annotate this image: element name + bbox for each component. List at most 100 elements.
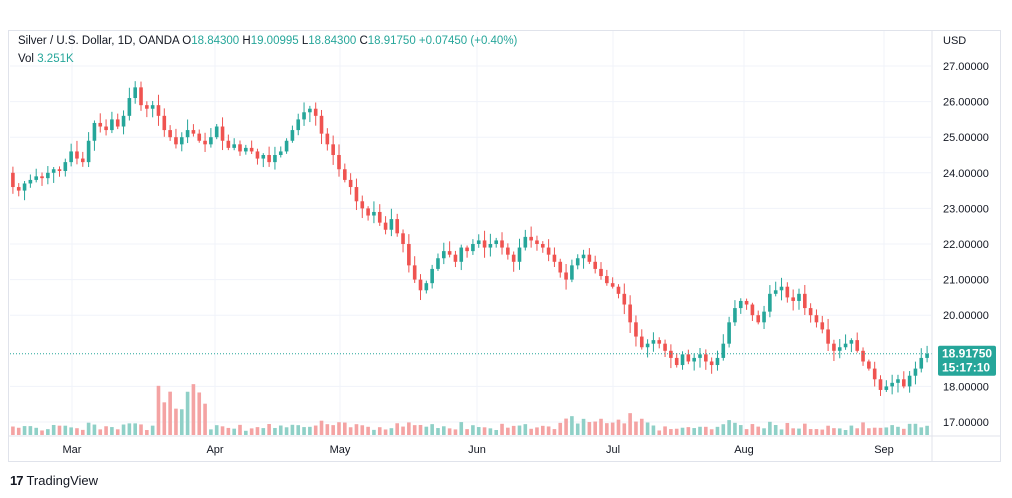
candle-body: [436, 258, 440, 269]
candle-body: [174, 137, 178, 145]
volume-bar: [284, 427, 289, 435]
candle-body: [360, 201, 365, 209]
candle-body: [407, 244, 411, 266]
volume-bar: [814, 429, 819, 435]
candle-body: [517, 247, 522, 262]
candle-body: [692, 357, 696, 362]
volume-bar: [401, 426, 405, 435]
candle-body: [273, 155, 277, 163]
volume-bar: [465, 429, 469, 435]
candle-body: [372, 211, 376, 216]
time-axis[interactable]: Mar Apr May Jun Jul Aug Sep: [63, 444, 894, 456]
volume-bar: [704, 426, 708, 435]
candle-body: [820, 322, 825, 330]
volume-bar: [278, 425, 283, 435]
volume-bar: [22, 426, 27, 435]
ohlc-legend[interactable]: Silver / U.S. Dollar, 1D, OANDA O18.8430…: [18, 35, 517, 47]
volume-bar: [69, 427, 73, 435]
candle-body: [296, 119, 301, 131]
close-value: 18.91750: [367, 35, 416, 47]
volume-bar: [156, 385, 161, 435]
volume-bar: [925, 425, 929, 435]
candle-body: [552, 254, 557, 262]
candle-body: [465, 247, 469, 252]
volume-bar: [843, 429, 848, 435]
volume-bar: [570, 416, 574, 435]
volume-bar: [273, 427, 277, 435]
candle-body: [797, 293, 801, 301]
candle-body: [599, 268, 603, 277]
tradingview-logo[interactable]: 17 TradingView: [10, 473, 98, 488]
price-tick-label: 20.00000: [943, 310, 989, 322]
time-tick-label: Apr: [206, 444, 223, 456]
price-candles: [11, 81, 929, 396]
volume-bar: [191, 384, 196, 435]
symbol-title: Silver / U.S. Dollar, 1D, OANDA: [18, 35, 180, 47]
candle-body: [925, 353, 929, 358]
candle-body: [57, 169, 62, 172]
volume-bar: [261, 428, 266, 435]
volume-bar: [663, 426, 667, 435]
candle-body: [709, 361, 714, 366]
volume-bar: [430, 424, 434, 435]
candle-body: [639, 336, 644, 348]
candle-body: [238, 144, 242, 152]
candle-body: [651, 340, 656, 344]
candle-body: [715, 357, 720, 366]
candle-body: [51, 169, 56, 173]
volume-bar: [197, 392, 202, 435]
candle-body: [896, 379, 900, 383]
candle-body: [179, 137, 184, 145]
candle-body: [587, 254, 592, 262]
volume-bar: [698, 426, 702, 435]
candle-body: [564, 272, 568, 280]
volume-legend[interactable]: Vol 3.251K: [18, 53, 74, 65]
candle-body: [383, 222, 388, 230]
candle-body: [546, 247, 551, 255]
candle-body: [610, 283, 615, 287]
candle-body: [843, 343, 848, 348]
brand-name: TradingView: [26, 473, 99, 488]
candle-body: [302, 112, 306, 120]
candle-body: [529, 236, 533, 241]
volume-bar: [721, 424, 726, 435]
volume-bar: [383, 429, 388, 435]
candle-body: [622, 293, 627, 305]
high-key: H: [242, 35, 251, 47]
candle-body: [727, 322, 731, 344]
tradingview-icon: 17: [10, 473, 24, 488]
volume-bar: [372, 429, 376, 435]
volume-bar: [319, 420, 324, 435]
candle-body: [46, 172, 50, 179]
candle-body: [872, 368, 877, 380]
volume-bar: [500, 423, 504, 435]
volume-bar: [290, 424, 295, 435]
volume-bar: [896, 426, 900, 435]
volume-bar: [744, 429, 749, 435]
candle-body: [69, 151, 73, 163]
candle-body: [482, 240, 487, 248]
volume-bar: [377, 427, 382, 435]
price-tick-label: 21.00000: [943, 275, 989, 287]
candle-body: [756, 315, 761, 323]
candle-body: [348, 179, 353, 188]
volume-bar: [791, 428, 795, 435]
candle-body: [785, 286, 790, 298]
volume-bar: [715, 426, 720, 435]
volume-bar: [581, 418, 586, 435]
candle-body: [867, 361, 871, 369]
price-axis[interactable]: 27.00000 26.00000 25.00000 24.00000 23.00000…: [943, 61, 989, 429]
volume-bar: [343, 422, 347, 435]
candle-body: [645, 343, 650, 348]
volume-bar: [634, 421, 638, 435]
candle-body: [570, 265, 574, 280]
candle-body: [890, 382, 894, 387]
volume-bar: [232, 428, 236, 435]
candle-body: [511, 254, 516, 262]
volume-bar: [453, 429, 458, 435]
candle-body: [750, 304, 755, 316]
candle-body: [366, 208, 370, 216]
time-tick-label: Aug: [734, 444, 754, 456]
candle-body: [808, 308, 813, 316]
